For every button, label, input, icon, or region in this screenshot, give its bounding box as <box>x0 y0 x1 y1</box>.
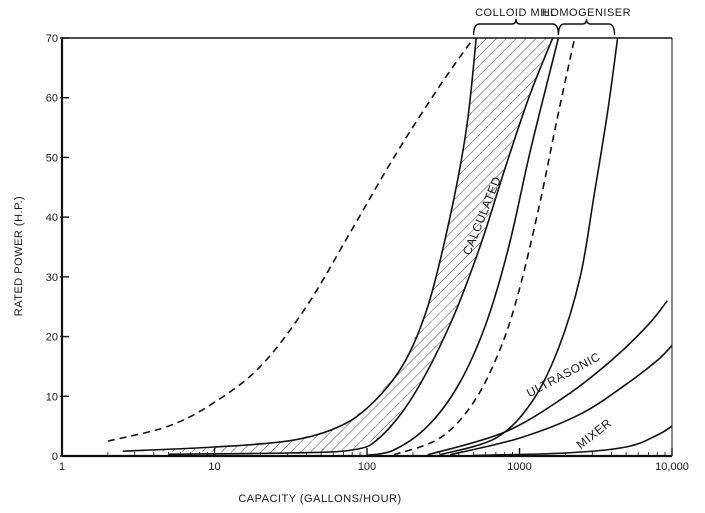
series-line-homogeniser-left-solid <box>366 37 560 457</box>
y-tick-label: 60 <box>46 93 58 105</box>
series-line-colloid-left-solid <box>122 37 477 452</box>
series-line-calculated-left-dashed <box>107 37 475 442</box>
y-tick-label: 30 <box>46 272 58 284</box>
series-line-ultrasonic-upper <box>427 300 668 456</box>
curve-label-mixer: MIXER <box>574 416 615 452</box>
y-tick-label: 10 <box>46 391 58 403</box>
axes-group: 0 10 20 30 40 50 60 70 1 10 100 1000 10,000 <box>46 33 689 473</box>
x-tick-label: 100 <box>358 461 376 473</box>
y-tick-label: 20 <box>46 332 58 344</box>
y-tick-label: 40 <box>46 212 58 224</box>
bracket-homogeniser <box>557 18 616 36</box>
series-group <box>107 37 673 457</box>
curve-label-ultrasonic: ULTRASONIC <box>524 350 602 401</box>
bracket-label: HOMOGENISER <box>542 7 631 19</box>
y-axis-label: RATED POWER (H.P.) <box>13 196 25 316</box>
series-line-mixer <box>473 425 673 457</box>
series-line-ultrasonic-lower <box>449 344 673 456</box>
x-axis-label: CAPACITY (GALLONS/HOUR) <box>238 493 401 505</box>
calculated-hatched-band <box>122 38 553 453</box>
y-tick-label: 0 <box>52 451 58 463</box>
bracket-label: COLLOID MILL <box>475 7 557 19</box>
x-tick-label: 10 <box>208 461 220 473</box>
y-tick-label: 50 <box>46 152 58 164</box>
x-tick-label: 1 <box>59 461 65 473</box>
x-tick-label: 1000 <box>507 461 531 473</box>
shaded-band-group <box>122 38 553 453</box>
bracket-colloid-mill <box>472 18 560 36</box>
y-tick-label: 70 <box>46 33 58 45</box>
x-tick-label: 10,000 <box>655 461 689 473</box>
series-line-colloid-right-solid <box>168 37 554 455</box>
